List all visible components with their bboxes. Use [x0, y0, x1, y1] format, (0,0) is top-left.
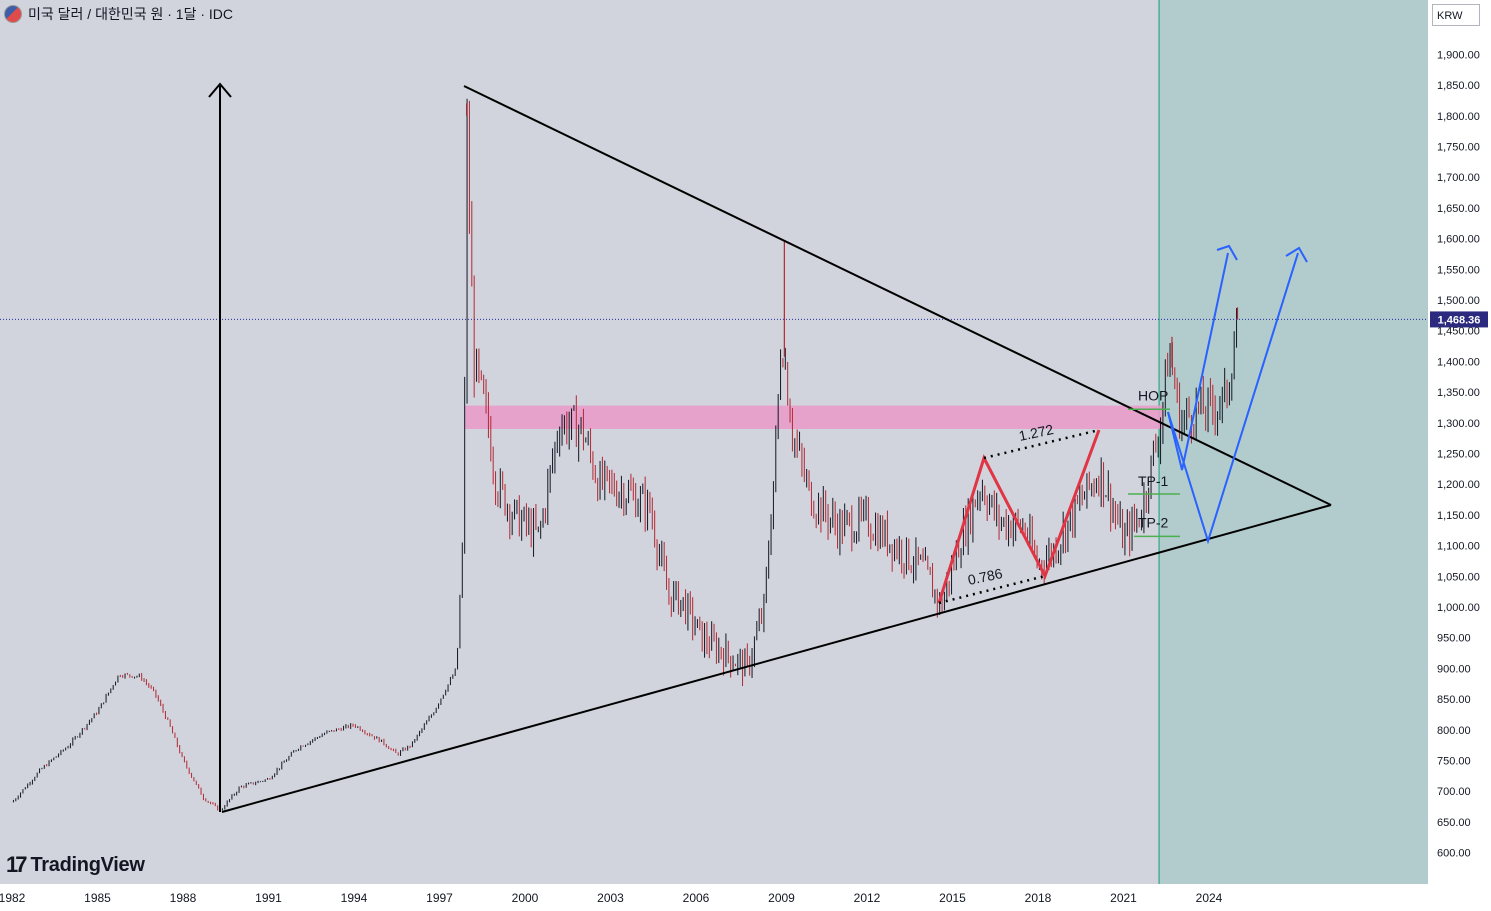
y-tick-label: 1,650.00	[1437, 203, 1480, 215]
tradingview-logo-icon: 17	[6, 852, 28, 877]
y-tick-label: 1,900.00	[1437, 49, 1480, 61]
x-tick-label: 1985	[84, 891, 111, 905]
x-tick-label: 1997	[426, 891, 453, 905]
y-tick-label: 1,150.00	[1437, 510, 1480, 522]
y-tick-label: 750.00	[1437, 756, 1471, 768]
projection-path-2	[1167, 252, 1299, 545]
x-tick-label: 2015	[939, 891, 966, 905]
y-tick-label: 1,050.00	[1437, 571, 1480, 583]
lower-trendline	[221, 504, 1332, 813]
x-tick-label: 1994	[341, 891, 368, 905]
y-tick-label: 1,600.00	[1437, 234, 1480, 246]
fib-1272-line	[983, 428, 1100, 460]
price-scale-panel[interactable]	[1428, 0, 1491, 911]
y-tick-label: 950.00	[1437, 633, 1471, 645]
x-tick-label: 2009	[768, 891, 795, 905]
y-tick-label: 1,800.00	[1437, 111, 1480, 123]
y-tick-label: 1,200.00	[1437, 479, 1480, 491]
y-tick-label: 1,400.00	[1437, 356, 1480, 368]
y-tick-label: 700.00	[1437, 786, 1471, 798]
y-tick-label: 1,500.00	[1437, 295, 1480, 307]
y-tick-label: 1,450.00	[1437, 326, 1480, 338]
flagpole-arrowhead	[208, 82, 232, 98]
time-scale-panel[interactable]	[0, 884, 1428, 911]
projection-arrowhead-2	[1285, 246, 1308, 263]
tp2-label: TP-2	[1138, 514, 1169, 530]
fib-0786-line	[938, 574, 1046, 605]
y-tick-label: 1,250.00	[1437, 449, 1480, 461]
tp1-label: TP-1	[1138, 473, 1169, 489]
x-tick-label: 2006	[683, 891, 710, 905]
zigzag-pattern	[937, 429, 1101, 604]
y-tick-label: 800.00	[1437, 725, 1471, 737]
x-tick-label: 2012	[854, 891, 881, 905]
y-tick-label: 1,850.00	[1437, 80, 1480, 92]
y-tick-label: 600.00	[1437, 848, 1471, 860]
symbol-title: 미국 달러 / 대한민국 원 · 1달 · IDC	[28, 6, 234, 22]
x-tick-label: 2003	[597, 891, 624, 905]
fib-1272-label: 1.272	[1017, 421, 1055, 444]
x-tick-label: 2000	[512, 891, 539, 905]
symbol-header[interactable]: 미국 달러 / 대한민국 원 · 1달 · IDC	[4, 4, 233, 24]
y-tick-label: 1,350.00	[1437, 387, 1480, 399]
projection-shaded-region	[1159, 0, 1428, 884]
last-price-label: 1,468.36	[1438, 314, 1481, 326]
y-tick-label: 1,750.00	[1437, 142, 1480, 154]
logo-text: TradingView	[30, 853, 145, 876]
last-price-badge[interactable]	[1430, 311, 1488, 328]
hop-label: HOP	[1138, 387, 1168, 403]
x-tick-label: 1991	[255, 891, 282, 905]
y-tick-label: 850.00	[1437, 694, 1471, 706]
currency-selector[interactable]: KRW	[1432, 4, 1480, 26]
x-tick-label: 1982	[0, 891, 26, 905]
y-tick-label: 1,000.00	[1437, 602, 1480, 614]
y-tick-label: 1,550.00	[1437, 264, 1480, 276]
x-tick-label: 2018	[1025, 891, 1052, 905]
projection-path-1	[1167, 252, 1229, 471]
fib-0786-label: 0.786	[966, 565, 1004, 588]
projection-arrowhead-1	[1216, 244, 1238, 261]
tradingview-logo[interactable]: 17 TradingView	[6, 852, 145, 878]
x-tick-label: 2024	[1196, 891, 1223, 905]
x-tick-label: 1988	[170, 891, 197, 905]
us-flag-icon	[4, 5, 22, 23]
y-tick-label: 1,300.00	[1437, 418, 1480, 430]
y-tick-label: 650.00	[1437, 817, 1471, 829]
x-tick-label: 2021	[1110, 891, 1137, 905]
upper-trendline	[463, 85, 1332, 506]
resistance-zone	[465, 405, 1164, 429]
y-tick-label: 1,100.00	[1437, 541, 1480, 553]
y-tick-label: 1,700.00	[1437, 172, 1480, 184]
y-tick-label: 900.00	[1437, 663, 1471, 675]
